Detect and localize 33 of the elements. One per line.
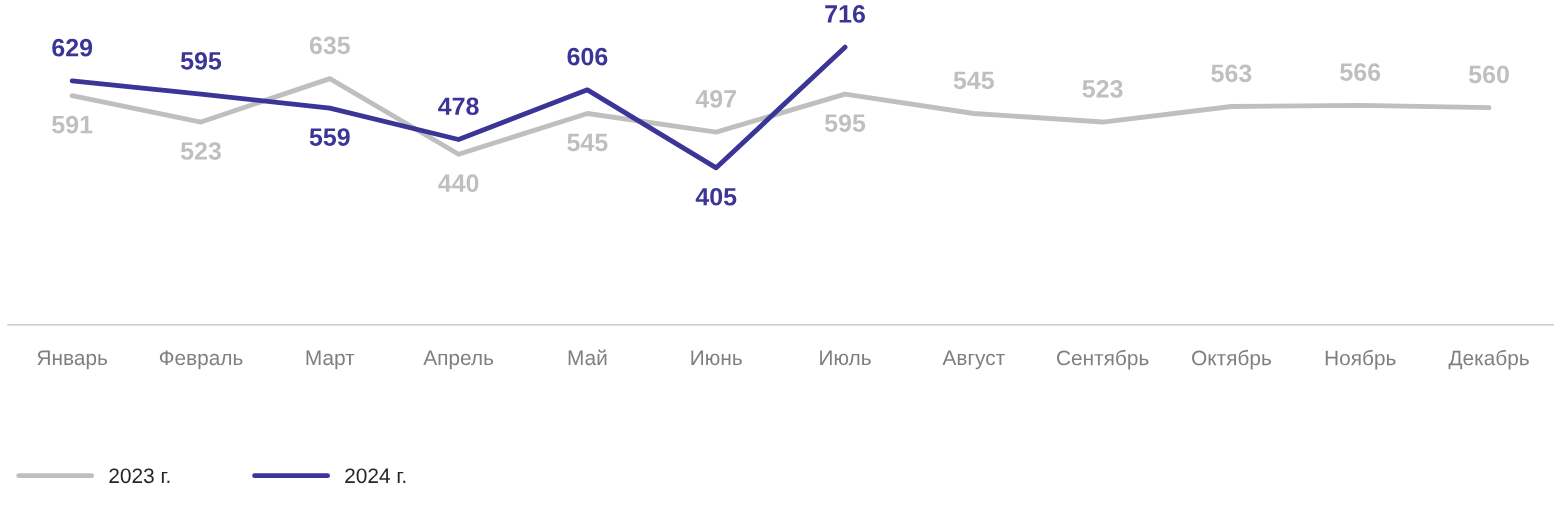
legend-label: 2024 г.	[345, 468, 406, 484]
data-label: 497	[695, 90, 736, 108]
data-label: 478	[438, 97, 479, 116]
data-label: 606	[567, 47, 608, 66]
legend-label: 2023 г.	[109, 468, 170, 484]
x-tick-label: Июнь	[691, 350, 742, 366]
x-tick-label: Сентябрь	[1057, 349, 1149, 370]
data-label: 595	[180, 52, 222, 70]
data-label: 591	[52, 115, 93, 134]
x-tick-label: Декабрь	[1448, 349, 1529, 370]
data-label: 405	[695, 187, 737, 206]
data-label: 635	[309, 36, 350, 55]
data-label: 545	[953, 71, 994, 90]
x-tick-label: Май	[568, 349, 607, 366]
data-label: 560	[1468, 65, 1509, 84]
x-tick-label: Октябрь	[1192, 349, 1271, 370]
x-tick-label: Август	[942, 350, 1005, 370]
data-label: 716	[825, 5, 865, 23]
data-label: 545	[567, 133, 608, 152]
x-tick-label: Июль	[820, 350, 871, 366]
data-label: 440	[438, 174, 479, 193]
x-tick-label: Январь	[37, 350, 108, 370]
data-label: 566	[1340, 63, 1381, 81]
data-label: 523	[180, 142, 221, 160]
x-tick-label: Ноябрь	[1325, 349, 1396, 370]
data-label: 523	[1082, 79, 1123, 98]
x-tick-label: Февраль	[159, 350, 243, 370]
data-label: 563	[1211, 64, 1252, 83]
x-tick-label: Март	[306, 350, 355, 370]
data-label: 629	[52, 38, 93, 57]
data-label: 595	[824, 114, 866, 132]
data-label: 559	[309, 128, 350, 146]
x-tick-label: Апрель	[423, 350, 494, 370]
